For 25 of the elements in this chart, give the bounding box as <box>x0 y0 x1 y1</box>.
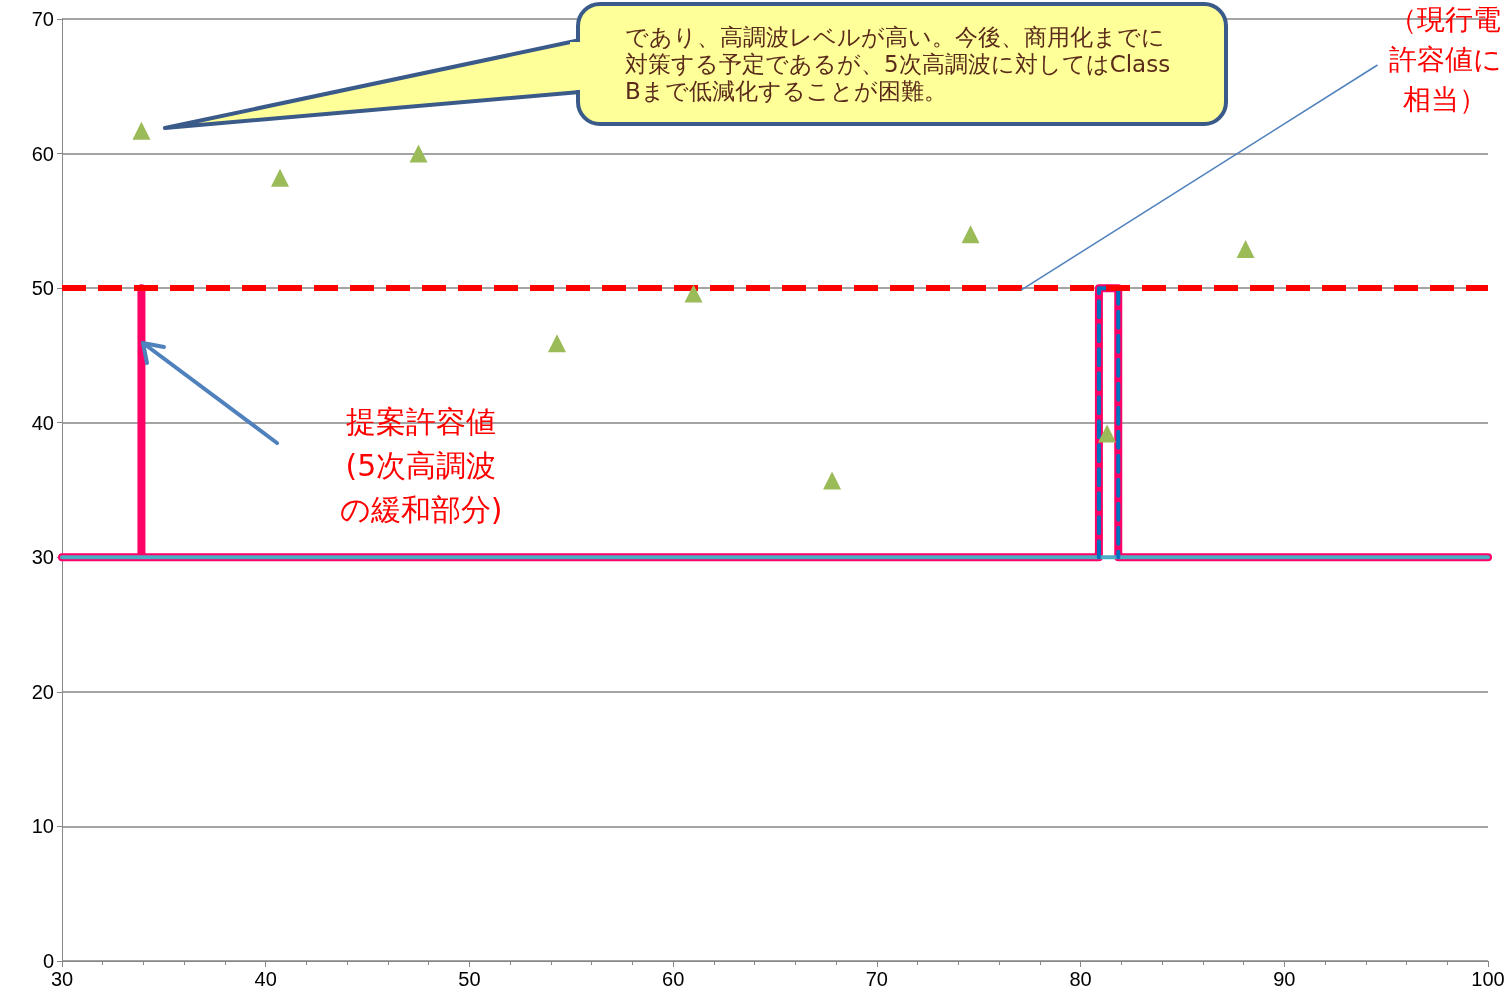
point <box>270 168 289 187</box>
point <box>1236 240 1255 259</box>
annotation: 提案許容値(5次高調波の緩和部分) <box>338 403 504 529</box>
y-tick-label: 40 <box>31 411 54 434</box>
point <box>961 225 980 244</box>
x-tick-label: 90 <box>1273 968 1296 990</box>
point <box>409 144 428 163</box>
x-tick-label: 100 <box>1471 968 1505 990</box>
x-tick-label: 40 <box>254 968 277 990</box>
y-tick-label: 10 <box>31 815 54 838</box>
x-tick-label: 50 <box>458 968 481 990</box>
point <box>132 121 151 140</box>
x-tick-label: 60 <box>662 968 685 990</box>
y-tick-label: 30 <box>31 546 54 569</box>
y-tick-label: 70 <box>31 8 54 30</box>
point <box>548 334 567 353</box>
x-tick-label: 70 <box>865 968 888 990</box>
point <box>684 284 703 303</box>
point <box>823 471 842 490</box>
annotation: （現行電許容値に相当） <box>1387 2 1503 118</box>
y-tick-label: 60 <box>31 142 54 165</box>
y-tick-label: 20 <box>31 680 54 703</box>
point <box>1098 424 1117 443</box>
x-tick-label: 80 <box>1069 968 1092 990</box>
y-tick-label: 50 <box>31 277 54 300</box>
